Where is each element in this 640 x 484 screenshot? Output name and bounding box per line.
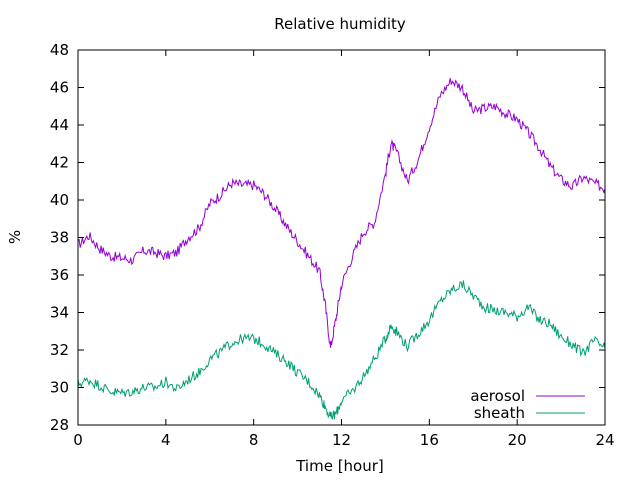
y-tick-label: 40 — [50, 191, 69, 209]
x-axis-title: Time [hour] — [295, 457, 384, 475]
x-tick-label: 12 — [332, 431, 351, 449]
y-tick-label: 34 — [50, 304, 69, 322]
y-tick-label: 30 — [50, 379, 69, 397]
legend-label-aerosol: aerosol — [470, 387, 525, 405]
x-tick-label: 24 — [595, 431, 614, 449]
y-axis-title: % — [6, 230, 24, 244]
x-tick-label: 8 — [249, 431, 259, 449]
series-layer — [77, 78, 606, 421]
series-line-sheath — [77, 280, 606, 421]
y-tick-label: 28 — [50, 416, 69, 434]
y-tick-label: 32 — [50, 341, 69, 359]
x-tick-label: 16 — [420, 431, 439, 449]
chart-title: Relative humidity — [274, 15, 406, 33]
y-tick-label: 42 — [50, 154, 69, 172]
y-tick-label: 48 — [50, 41, 69, 59]
x-tick-label: 4 — [161, 431, 171, 449]
x-tick-label: 0 — [73, 431, 83, 449]
y-tick-label: 44 — [50, 116, 69, 134]
y-tick-label: 36 — [50, 266, 69, 284]
y-tick-label: 38 — [50, 229, 69, 247]
series-line-aerosol — [77, 78, 606, 348]
legend-label-sheath: sheath — [474, 404, 525, 422]
y-tick-label: 46 — [50, 79, 69, 97]
x-tick-label: 20 — [508, 431, 527, 449]
